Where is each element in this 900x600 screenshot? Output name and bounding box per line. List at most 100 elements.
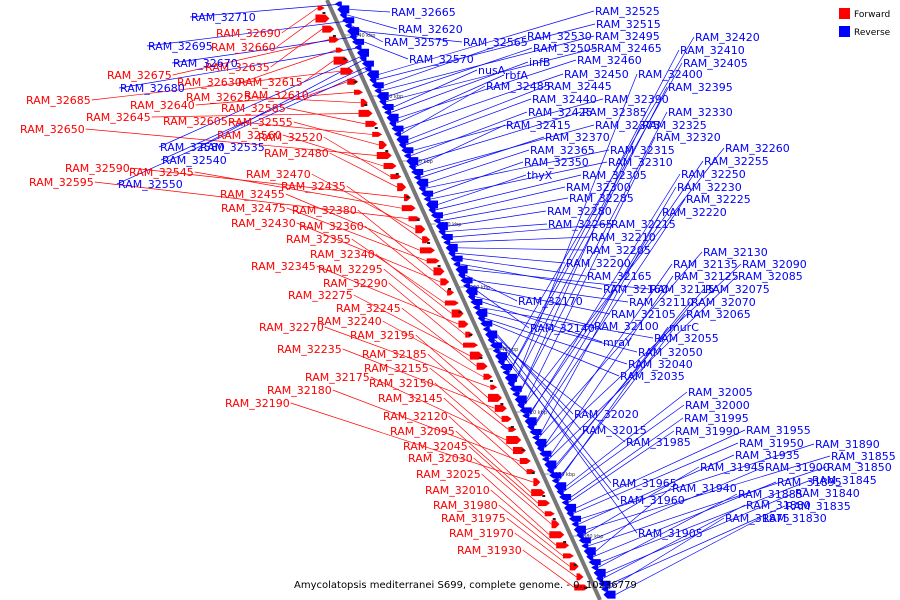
forward-gene-glyph (401, 205, 416, 212)
forward-gene-label: RAM_32610 (244, 89, 309, 102)
reverse-gene-label: RAM_32400 (638, 68, 703, 81)
reverse-gene-label: RAM_32300 (566, 181, 631, 194)
feature-marker (416, 219, 420, 221)
forward-gene-glyph (537, 500, 550, 507)
reverse-leader-line (482, 301, 603, 343)
reverse-leader-line (568, 430, 675, 503)
forward-gene-glyph (317, 5, 325, 11)
feature-marker (332, 35, 336, 37)
reverse-leader-line (391, 61, 529, 113)
feature-marker (374, 127, 378, 129)
reverse-gene-label: RAM_32170 (518, 295, 583, 308)
scale-tick-label: 7020 kbp (380, 94, 404, 100)
reverse-leader-line (378, 10, 595, 75)
reverse-leader-line (469, 285, 611, 315)
reverse-gene-label: RAM_31840 (795, 487, 860, 500)
forward-gene-label: RAM_32340 (310, 248, 375, 261)
forward-leader-line (506, 517, 570, 567)
forward-gene-label: RAM_32625 (186, 91, 251, 104)
reverse-gene-glyph (393, 131, 401, 137)
reverse-gene-label: RAM_32215 (611, 218, 676, 231)
reverse-gene-glyph (344, 23, 352, 29)
forward-leader-line (427, 353, 502, 420)
reverse-leader-line (160, 63, 375, 161)
reverse-gene-glyph (507, 379, 515, 387)
reverse-gene-label: RAM_32005 (688, 386, 753, 399)
reverse-leader-line (432, 161, 524, 194)
forward-gene-label: RAM_31970 (449, 527, 514, 540)
forward-gene-glyph (476, 362, 488, 370)
reverse-gene-label: RAM_32620 (398, 23, 463, 36)
reverse-gene-glyph (460, 277, 473, 284)
reverse-leader-line (501, 345, 612, 484)
forward-leader-line (324, 326, 491, 388)
reverse-leader-line (583, 466, 700, 536)
reverse-gene-label: RAM_31835 (786, 500, 851, 513)
reverse-gene-label: RAM_32110 (629, 296, 694, 309)
forward-gene-glyph (483, 373, 493, 380)
reverse-gene-glyph (601, 586, 609, 592)
feature-marker (385, 150, 389, 152)
reverse-leader-line (553, 301, 691, 471)
feature-marker (489, 380, 493, 382)
forward-leader-line (293, 121, 380, 146)
scale-ticks: 7040 kbp 7020 kbp 7000 kbp 6980 kbp 6960 kbp… (344, 33, 603, 540)
reverse-gene-glyph (352, 38, 365, 45)
reverse-gene-label: RAM_32385 (582, 106, 647, 119)
forward-gene-glyph (533, 478, 541, 487)
reverse-leader-line (420, 136, 545, 178)
reverse-leader-line (189, 3, 342, 18)
reverse-leader-line (615, 517, 762, 595)
forward-gene-label: RAM_32155 (364, 362, 429, 375)
reverse-leader-line (588, 466, 827, 547)
forward-gene-label: RAM_32480 (264, 147, 329, 160)
reverse-leader-line (425, 149, 610, 189)
reverse-gene-label: RAM_32515 (596, 18, 661, 31)
forward-gene-glyph (494, 404, 507, 412)
reverse-leader-line (158, 52, 370, 148)
forward-gene-label: RAM_32270 (259, 321, 324, 334)
reverse-leader-line (543, 263, 742, 449)
reverse-gene-glyph (596, 574, 604, 582)
reverse-leader-line (511, 49, 680, 368)
reverse-gene-glyph (430, 212, 443, 219)
forward-gene-glyph (340, 67, 354, 75)
reverse-gene-label: RAM_31880 (746, 499, 811, 512)
feature-marker (406, 196, 410, 198)
forward-leader-line (85, 128, 377, 156)
reverse-gene-glyph (509, 385, 522, 392)
forward-leader-line (342, 348, 495, 409)
forward-leader-line (276, 18, 316, 48)
reverse-gene-glyph (581, 543, 589, 549)
reverse-leader-line (575, 429, 746, 509)
reverse-gene-label: RAM_32460 (577, 54, 642, 67)
reverse-gene-glyph (381, 103, 394, 110)
reverse-gene-label: RAM_32050 (638, 346, 703, 359)
reverse-gene-label: RAM_32285 (569, 192, 634, 205)
reverse-gene-glyph (499, 364, 512, 371)
reverse-gene-label: RAM_32530 (527, 30, 592, 43)
reverse-gene-glyph (450, 255, 463, 262)
reverse-gene-label: RAM_32535 (200, 141, 265, 154)
forward-gene-glyph (451, 309, 464, 318)
reverse-leader-line (598, 493, 738, 568)
reverse-gene-label: RAM_32070 (691, 296, 756, 309)
reverse-leader-line (464, 274, 518, 302)
reverse-gene-label: RAM_31965 (612, 477, 677, 490)
forward-leader-line (375, 253, 452, 314)
reverse-gene-label: RAM_32115 (650, 283, 715, 296)
reverse-gene-label: RAM_32130 (703, 246, 768, 259)
reverse-gene-glyph (576, 531, 584, 539)
reverse-leader-line (504, 36, 695, 362)
reverse-leader-line (514, 86, 668, 384)
reverse-gene-label: RAM_31950 (739, 437, 804, 450)
forward-gene-label: RAM_32380 (292, 204, 357, 217)
forward-gene-glyph (376, 152, 392, 159)
reverse-leader-line (509, 62, 683, 373)
forward-gene-label: RAM_32520 (258, 131, 323, 144)
reverse-leader-line (116, 68, 372, 185)
reverse-gene-glyph (339, 11, 347, 19)
reverse-gene-label: infB (529, 56, 550, 69)
reverse-gene-glyph (482, 326, 490, 332)
reverse-gene-glyph (448, 249, 456, 257)
